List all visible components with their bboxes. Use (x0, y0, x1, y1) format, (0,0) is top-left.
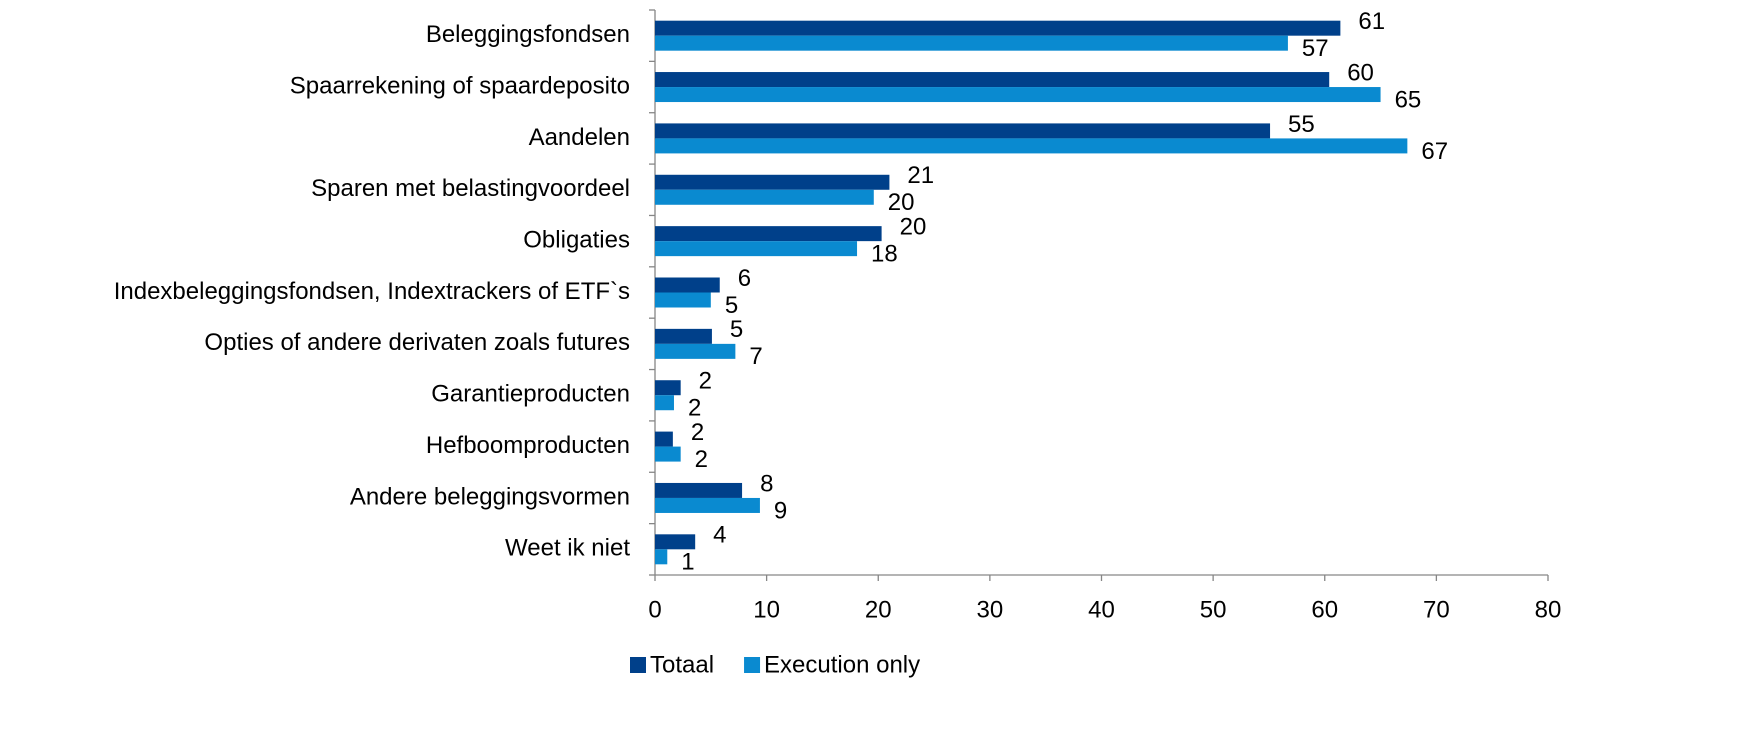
data-label: 18 (871, 240, 898, 267)
bar (655, 292, 711, 308)
bar (655, 549, 668, 565)
bar (655, 123, 1271, 139)
data-label: 20 (888, 189, 915, 216)
x-tick-label: 0 (648, 596, 661, 623)
data-label: 2 (691, 419, 704, 446)
category-label: Opties of andere derivaten zoals futures (204, 329, 630, 356)
legend-swatch (744, 657, 761, 673)
data-label: 21 (907, 162, 934, 189)
bar (655, 343, 736, 359)
category-label: Spaarrekening of spaardeposito (290, 72, 630, 99)
data-label: 20 (900, 213, 927, 240)
x-tick-label: 30 (977, 596, 1004, 623)
x-tick-label: 40 (1088, 596, 1115, 623)
data-label: 1 (681, 549, 694, 576)
data-label: 60 (1347, 59, 1374, 86)
legend-label: Totaal (650, 651, 714, 678)
category-label: Andere beleggingsvormen (350, 483, 630, 510)
category-label: Obligaties (523, 226, 630, 253)
bar (655, 20, 1341, 36)
x-tick-label: 10 (753, 596, 780, 623)
bar (655, 189, 874, 205)
bar (655, 497, 760, 513)
data-label: 5 (730, 316, 743, 343)
category-label: Beleggingsfondsen (426, 21, 630, 48)
category-label: Weet ik niet (505, 535, 630, 562)
category-label: Hefboomproducten (426, 432, 630, 459)
data-label: 8 (760, 470, 773, 497)
data-label: 57 (1302, 35, 1329, 62)
data-label: 9 (774, 497, 787, 524)
bar (655, 72, 1330, 88)
x-tick-label: 20 (865, 596, 892, 623)
data-label: 67 (1421, 138, 1448, 165)
bar (655, 431, 673, 447)
x-tick-label: 70 (1423, 596, 1450, 623)
bar (655, 241, 858, 257)
bar (655, 277, 720, 293)
data-label: 4 (713, 522, 726, 549)
category-label: Indexbeleggingsfondsen, Indextrackers of… (114, 278, 630, 305)
legend-label: Execution only (764, 651, 920, 678)
bar (655, 534, 696, 550)
bar (655, 226, 882, 242)
legend-swatch (630, 657, 646, 673)
data-label: 61 (1358, 8, 1385, 35)
category-label: Aandelen (529, 124, 630, 151)
bar (655, 380, 681, 396)
x-tick-label: 60 (1311, 596, 1338, 623)
data-label: 7 (749, 343, 762, 370)
x-tick-label: 50 (1200, 596, 1227, 623)
data-label: 6 (738, 265, 751, 292)
data-label: 65 (1395, 86, 1422, 113)
bar (655, 395, 674, 411)
bar (655, 138, 1408, 154)
bar (655, 446, 681, 462)
data-label: 5 (725, 292, 738, 319)
bar (655, 35, 1288, 51)
data-label: 2 (688, 395, 701, 422)
bar (655, 328, 712, 344)
data-label: 2 (699, 368, 712, 395)
x-tick-label: 80 (1535, 596, 1562, 623)
bar (655, 87, 1381, 103)
category-label: Garantieproducten (431, 381, 630, 408)
category-label: Sparen met belastingvoordeel (311, 175, 630, 202)
bar (655, 482, 743, 498)
data-label: 55 (1288, 111, 1315, 138)
data-label: 2 (695, 446, 708, 473)
bar (655, 174, 890, 190)
